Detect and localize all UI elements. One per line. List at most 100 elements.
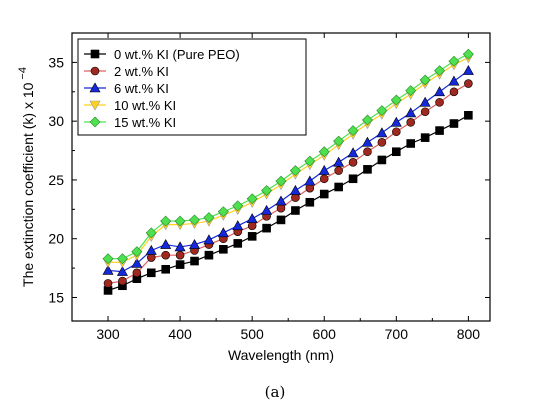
y-tick-label: 15 xyxy=(48,289,64,305)
y-tick-label: 25 xyxy=(48,172,64,188)
x-tick-label: 600 xyxy=(313,326,337,342)
y-tick-label: 30 xyxy=(48,113,64,129)
data-point xyxy=(319,189,329,199)
legend-marker xyxy=(90,66,100,76)
legend-box xyxy=(77,38,307,136)
data-point xyxy=(204,250,214,260)
data-point xyxy=(203,234,215,245)
data-point xyxy=(217,206,229,218)
data-point xyxy=(363,165,372,174)
data-point xyxy=(376,127,388,138)
data-point xyxy=(348,174,358,184)
legend-marker xyxy=(89,100,101,111)
data-point xyxy=(305,197,315,207)
data-point xyxy=(217,227,229,238)
data-point xyxy=(464,110,473,120)
data-point xyxy=(189,238,201,249)
data-point xyxy=(406,139,416,148)
data-point xyxy=(275,175,287,187)
data-point xyxy=(219,244,228,254)
data-point xyxy=(304,175,316,186)
y-axis-title: The extinction coefficient (k) x 10 −4 xyxy=(17,67,36,287)
series-0 xyxy=(103,110,473,295)
data-point xyxy=(334,182,343,192)
y-axis-title-exponent: −4 xyxy=(17,67,29,80)
legend-marker xyxy=(89,82,101,93)
legend-label: 2 wt.% KI xyxy=(114,64,169,79)
data-point xyxy=(232,200,244,212)
data-point xyxy=(390,94,402,106)
data-point xyxy=(435,98,444,107)
data-point xyxy=(334,166,343,175)
data-point xyxy=(449,119,459,128)
data-point xyxy=(261,185,273,196)
data-point xyxy=(462,48,474,60)
legend-marker xyxy=(90,49,100,59)
data-point xyxy=(247,232,257,241)
data-point xyxy=(434,65,445,77)
x-tick-label: 700 xyxy=(385,326,409,342)
x-tick-label: 400 xyxy=(168,326,192,342)
legend-label: 6 wt.% KI xyxy=(114,81,169,96)
data-point xyxy=(333,135,345,147)
data-point xyxy=(318,146,330,158)
data-point xyxy=(189,214,200,226)
data-point xyxy=(406,118,416,127)
plot-frame xyxy=(71,32,491,322)
data-point xyxy=(246,213,258,224)
data-point xyxy=(203,212,215,223)
data-point xyxy=(419,96,431,107)
data-point xyxy=(102,253,114,265)
data-point xyxy=(118,276,127,286)
data-point xyxy=(291,206,300,215)
data-point xyxy=(261,204,273,215)
x-axis-title: Wavelength (nm) xyxy=(228,347,334,363)
data-point xyxy=(405,107,417,118)
data-point xyxy=(348,158,358,167)
data-point xyxy=(361,136,373,147)
series-2 xyxy=(102,64,474,276)
data-point xyxy=(392,127,401,137)
data-point xyxy=(131,257,143,268)
data-point xyxy=(405,85,417,97)
x-tick-label: 500 xyxy=(240,326,264,342)
data-point xyxy=(174,215,186,227)
data-point xyxy=(190,256,199,266)
data-point xyxy=(392,147,401,157)
data-point xyxy=(102,264,114,275)
legend-label: 15 wt.% KI xyxy=(114,115,176,130)
data-point xyxy=(117,253,128,265)
data-point xyxy=(145,244,157,255)
data-point xyxy=(103,279,113,288)
data-point xyxy=(246,193,258,205)
data-point xyxy=(132,268,142,278)
data-point xyxy=(362,114,373,126)
legend-label: 10 wt.% KI xyxy=(114,98,176,113)
data-point xyxy=(175,250,185,260)
data-point xyxy=(175,260,185,269)
data-point xyxy=(363,147,372,157)
data-point xyxy=(435,126,444,135)
data-point xyxy=(318,164,330,175)
data-point xyxy=(289,184,301,195)
data-point xyxy=(160,238,172,249)
data-point xyxy=(145,227,157,239)
data-point xyxy=(319,174,329,184)
data-point xyxy=(377,138,387,147)
data-point xyxy=(160,215,172,227)
legend-label: 0 wt.% KI (Pure PEO) xyxy=(114,47,240,62)
x-tick-label: 800 xyxy=(457,326,481,342)
x-tick-label: 300 xyxy=(96,326,120,342)
data-point xyxy=(275,195,287,206)
series-4 xyxy=(102,48,474,265)
legend-marker xyxy=(89,116,101,128)
data-point xyxy=(420,133,430,142)
data-point xyxy=(376,105,388,117)
data-point xyxy=(232,220,244,231)
data-point xyxy=(131,246,143,258)
data-point xyxy=(462,64,474,75)
data-point xyxy=(420,107,430,117)
figure-caption: (a) xyxy=(264,383,286,401)
data-point xyxy=(161,250,170,260)
